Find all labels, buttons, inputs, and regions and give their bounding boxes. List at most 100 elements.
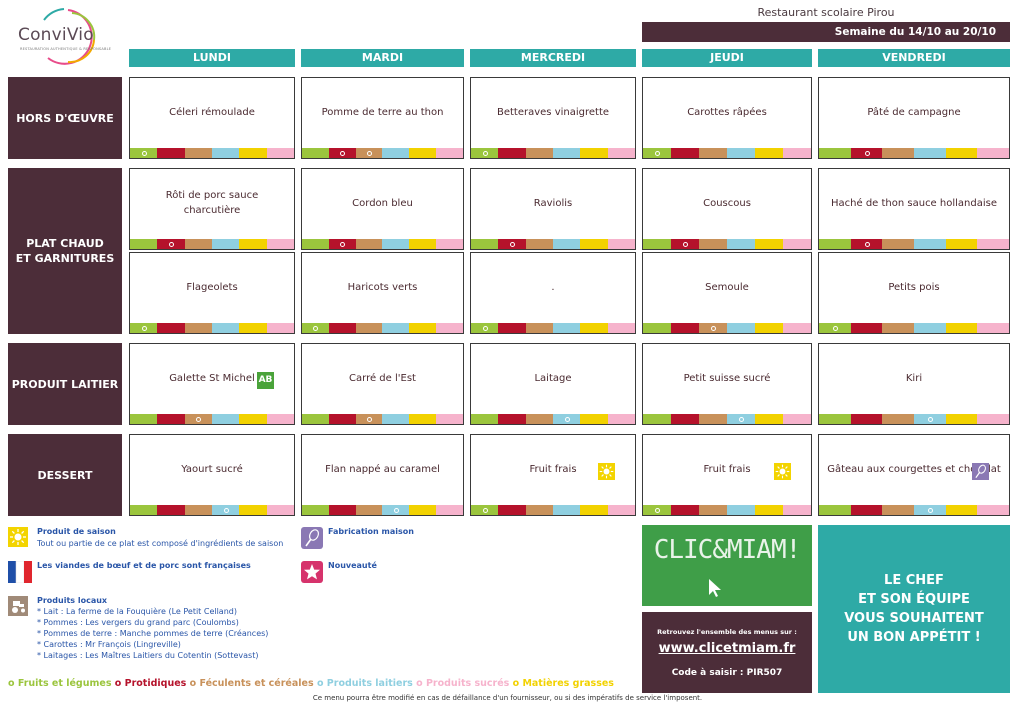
dish-name: Fruit frais: [703, 463, 751, 475]
nutrition-segment: [525, 148, 553, 158]
nutrition-segment: [382, 323, 410, 333]
legend-local-item: * Pommes : Les vergers du grand parc (Co…: [37, 618, 239, 627]
menu-cell-laitier-mercredi: Laitage: [470, 343, 636, 425]
clic-miam-logo: CLIC&MIAM!: [642, 525, 812, 606]
nutrition-strip: [471, 148, 635, 158]
nutrition-segment: [882, 148, 915, 158]
nutrition-strip: [643, 148, 811, 158]
nutrition-segment: [914, 414, 946, 424]
nutrition-segment: [552, 414, 581, 424]
nutrition-segment: [945, 414, 978, 424]
nutrition-segment: [783, 414, 811, 424]
nutrition-segment: [239, 148, 267, 158]
food-group-label: o Produits laitiers: [316, 678, 413, 689]
category-laitier-label: PRODUIT LAITIER: [11, 377, 119, 391]
menu-cell-hors_doeuvre-jeudi: Carottes râpées: [642, 77, 812, 159]
nutrition-segment: [727, 148, 755, 158]
nutrition-segment: [783, 505, 811, 515]
nutrition-segment: [914, 323, 946, 333]
dish-name: .: [551, 281, 555, 293]
nutrition-segment: [498, 505, 526, 515]
nutrition-segment: [409, 323, 437, 333]
nutrition-segment: [819, 148, 851, 158]
category-hors-doeuvre: HORS D'ŒUVRE: [8, 77, 122, 159]
menu-cell-hors_doeuvre-mercredi: Betteraves vinaigrette: [470, 77, 636, 159]
nutrition-strip: [302, 323, 463, 333]
nutrition-strip: [130, 148, 294, 158]
menu-cell-dessert-mardi: Flan nappé au caramel: [301, 434, 464, 516]
nutrition-segment: [355, 239, 383, 249]
nutrition-segment: [328, 414, 356, 424]
dish-name: Fruit frais: [529, 463, 577, 475]
nutrition-segment: [525, 239, 553, 249]
nutrition-segment: [184, 414, 212, 424]
dish-name: Carré de l'Est: [349, 372, 416, 384]
nutrition-segment: [755, 323, 783, 333]
chef-line: VOUS SOUHAITENT: [844, 611, 984, 626]
nutrition-segment: [355, 323, 383, 333]
nutrition-strip: [471, 239, 635, 249]
nutrition-segment: [607, 239, 635, 249]
nutrition-segment: [882, 239, 915, 249]
legend-local-item: * Lait : La ferme de la Fouquière (Le Pe…: [37, 607, 237, 616]
nutrition-segment: [580, 505, 608, 515]
food-group-label: o Féculents et céréales: [189, 678, 314, 689]
category-produit-laitier: PRODUIT LAITIER: [8, 343, 122, 425]
nutrition-segment: [755, 148, 783, 158]
menu-cell-dessert-lundi: Yaourt sucré: [129, 434, 295, 516]
nutrition-segment: [211, 505, 240, 515]
nutrition-strip: [302, 239, 463, 249]
category-plat-chaud: PLAT CHAUD ET GARNITURES: [8, 168, 122, 334]
nutrition-segment: [850, 323, 883, 333]
dish-name: Semoule: [705, 281, 749, 293]
nutrition-segment: [471, 323, 499, 333]
nutrition-segment: [157, 414, 185, 424]
nutrition-segment: [882, 505, 915, 515]
nutrition-segment: [239, 414, 267, 424]
menu-cell-laitier-mardi: Carré de l'Est: [301, 343, 464, 425]
sun-icon: [598, 463, 615, 480]
clic-miam-text: CLIC&MIAM!: [653, 535, 802, 565]
category-hors-doeuvre-label: HORS D'ŒUVRE: [16, 111, 114, 125]
nutrition-segment: [727, 414, 755, 424]
whisk-icon: [301, 527, 323, 549]
nutrition-segment: [382, 505, 410, 515]
nutrition-segment: [945, 239, 978, 249]
website-link[interactable]: www.clicetmiam.fr: [658, 641, 796, 656]
nutrition-segment: [755, 239, 783, 249]
nutrition-segment: [882, 323, 915, 333]
legend-local-item: * Pommes de terre : Manche pommes de ter…: [37, 629, 269, 638]
nutrition-segment: [819, 414, 851, 424]
nutrition-segment: [914, 239, 946, 249]
convivio-logo: ConviVio RESTAURATION AUTHENTIQUE & RESP…: [8, 6, 118, 66]
nutrition-segment: [239, 239, 267, 249]
nutrition-segment: [671, 239, 699, 249]
food-group-legend: o Fruits et légumes o Protidiques o Fécu…: [8, 678, 614, 689]
logo-tagline: RESTAURATION AUTHENTIQUE & RESPONSABLE: [20, 47, 112, 51]
nutrition-segment: [130, 505, 158, 515]
nutrition-segment: [783, 148, 811, 158]
menu-cell-plat-vendredi: Haché de thon sauce hollandaise: [818, 168, 1010, 250]
menu-cell-hors_doeuvre-vendredi: Pâté de campagne: [818, 77, 1010, 159]
nutrition-strip: [302, 505, 463, 515]
nutrition-segment: [211, 323, 240, 333]
nutrition-segment: [699, 323, 727, 333]
legend-local-item: * Laitages : Les Maîtres Laitiers du Cot…: [37, 651, 259, 660]
menu-cell-dessert-vendredi: Gâteau aux courgettes et chocolat: [818, 434, 1010, 516]
nutrition-segment: [409, 148, 437, 158]
menu-cell-dessert-jeudi: Fruit frais: [642, 434, 812, 516]
nutrition-segment: [157, 323, 185, 333]
nutrition-segment: [643, 239, 671, 249]
chef-line: ET SON ÉQUIPE: [858, 592, 970, 607]
nutrition-segment: [525, 505, 553, 515]
nutrition-segment: [945, 148, 978, 158]
nutrition-segment: [409, 505, 437, 515]
nutrition-segment: [436, 505, 463, 515]
nutrition-segment: [699, 505, 727, 515]
nutrition-strip: [130, 323, 294, 333]
nutrition-segment: [914, 505, 946, 515]
chef-message: LE CHEF ET SON ÉQUIPE VOUS SOUHAITENT UN…: [818, 525, 1010, 693]
nutrition-strip: [471, 323, 635, 333]
nutrition-strip: [819, 505, 1010, 515]
nutrition-segment: [328, 148, 356, 158]
